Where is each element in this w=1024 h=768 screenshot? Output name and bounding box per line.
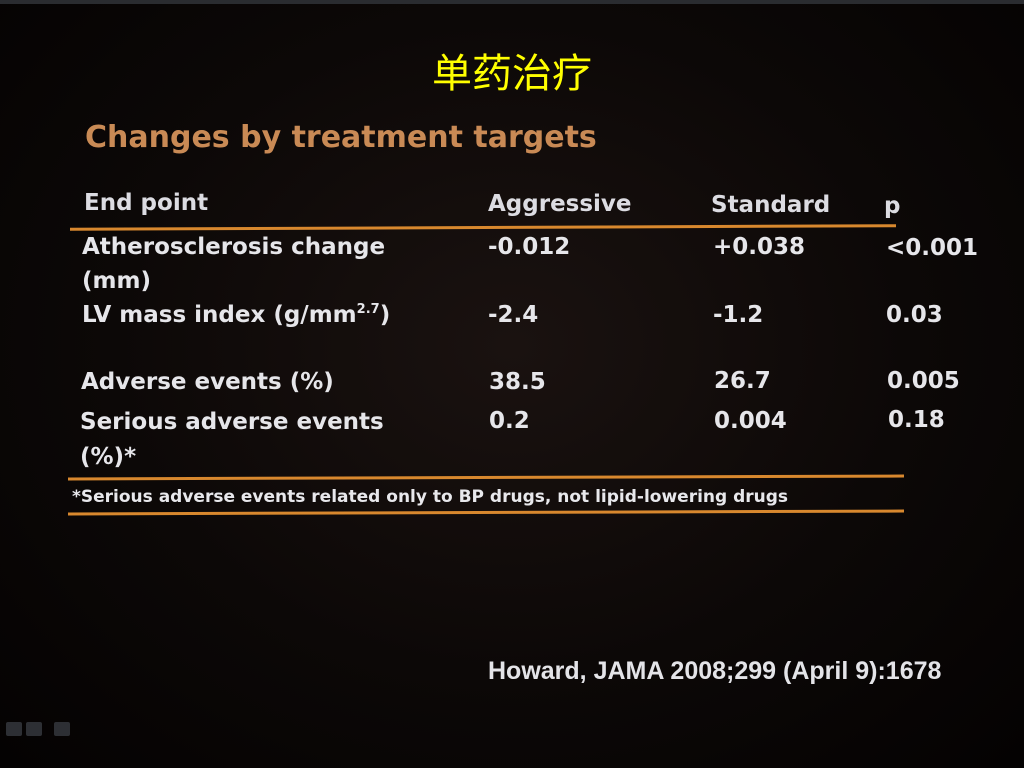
slide-menu-icon[interactable] [26, 722, 42, 736]
p-value-cell: 0.03 [886, 302, 943, 328]
column-header-aggressive: Aggressive [488, 191, 632, 217]
endpoint-cell: LV mass index (g/mm2.7) [82, 302, 391, 328]
standard-cell: 0.004 [714, 408, 787, 434]
endpoint-cell-continued: (%)* [80, 444, 137, 470]
superscript: 2.7 [356, 302, 380, 317]
standard-cell: +0.038 [713, 234, 806, 260]
aggressive-cell: 0.2 [489, 408, 530, 434]
slide-nav-back-icon[interactable] [6, 722, 22, 736]
slide-pen-icon[interactable] [54, 722, 70, 736]
endpoint-cell: Adverse events (%) [81, 369, 334, 395]
p-value-cell: 0.005 [887, 368, 960, 394]
aggressive-cell: -0.012 [488, 234, 571, 260]
aggressive-cell: 38.5 [489, 369, 546, 395]
table-footnote: *Serious adverse events related only to … [72, 487, 789, 507]
standard-cell: 26.7 [714, 368, 771, 394]
slideshow-nav-toolbar [2, 716, 82, 746]
citation: Howard, JAMA 2008;299 (April 9):1678 [488, 657, 942, 685]
endpoint-cell-continued: (mm) [82, 268, 151, 294]
standard-cell: -1.2 [713, 302, 764, 328]
p-value-cell: <0.001 [886, 235, 979, 261]
footnote-top-rule [67, 474, 905, 481]
window-top-border [0, 0, 1024, 4]
column-header-endpoint: End point [84, 190, 209, 216]
footnote-bottom-rule [67, 509, 905, 516]
column-header-p: p [884, 193, 901, 219]
endpoint-cell: Serious adverse events [80, 409, 384, 435]
column-header-standard: Standard [711, 192, 831, 218]
table-heading: Changes by treatment targets [85, 120, 597, 155]
aggressive-cell: -2.4 [488, 302, 539, 328]
slide-title: 单药治疗 [432, 51, 592, 97]
p-value-cell: 0.18 [888, 407, 945, 433]
endpoint-cell: Atherosclerosis change [82, 234, 386, 260]
